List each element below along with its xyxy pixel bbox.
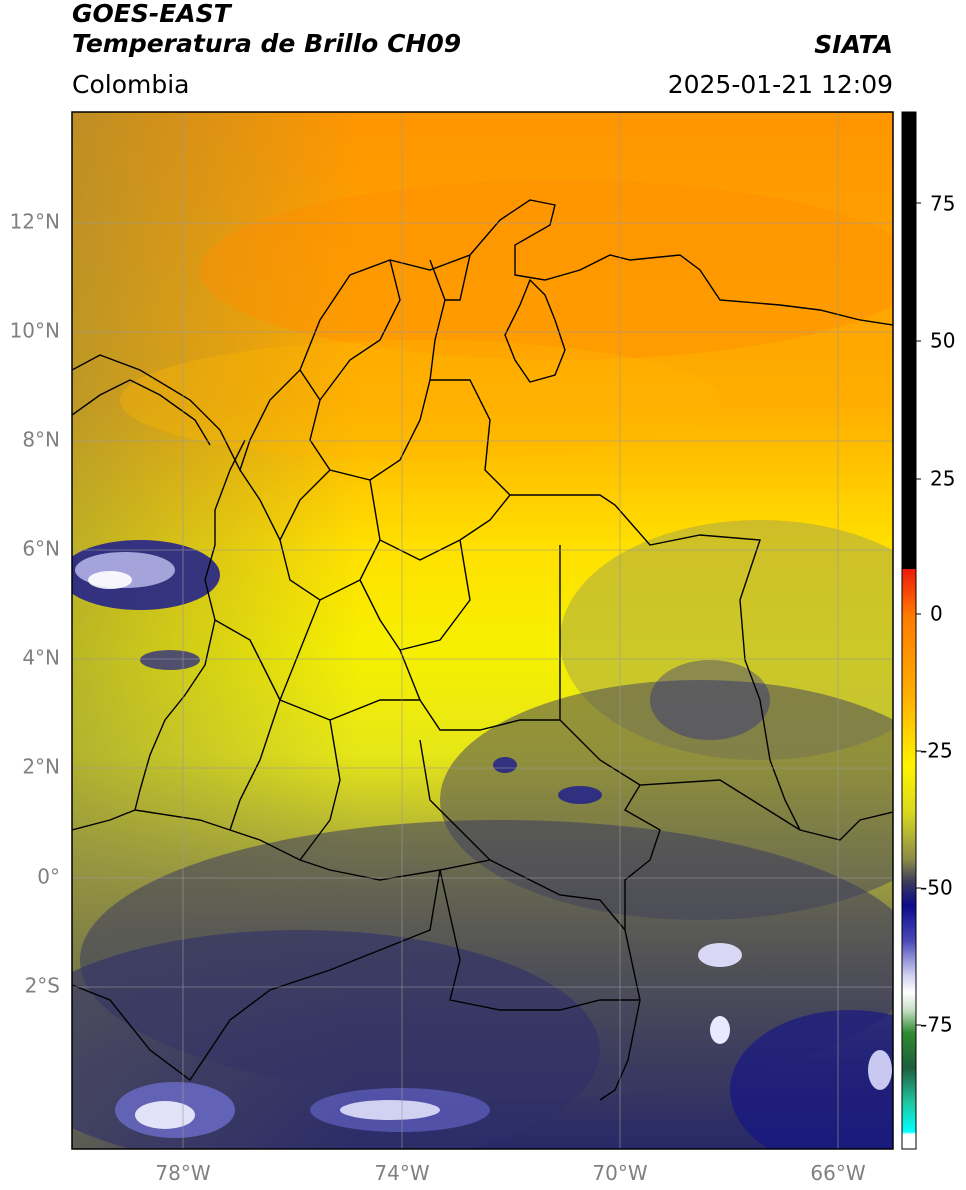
timestamp-label: 2025-01-21 12:09 <box>667 70 893 99</box>
colorbar-tick-minus50: -50 <box>920 876 953 900</box>
lon-label-74w: 74°W <box>374 1161 429 1185</box>
colorbar-tick-0: 0 <box>930 602 943 626</box>
colorbar-black-segment <box>902 112 916 569</box>
source-label: SIATA <box>814 30 893 59</box>
lat-label-8n: 8°N <box>22 428 60 452</box>
lat-label-6n: 6°N <box>22 537 60 561</box>
colorbar-tick-75: 75 <box>930 192 955 216</box>
lat-label-2s: 2°S <box>25 974 60 998</box>
colorbar-gradient <box>902 569 916 1149</box>
region-label: Colombia <box>72 70 190 99</box>
political-boundaries <box>72 199 893 1101</box>
lat-label-0: 0° <box>37 865 60 889</box>
lat-label-10n: 10°N <box>10 319 60 343</box>
lat-label-4n: 4°N <box>22 646 60 670</box>
brightness-temperature-raster <box>72 112 893 1149</box>
title-satellite: GOES-EAST <box>72 0 231 28</box>
colorbar-tick-25: 25 <box>930 467 955 491</box>
lon-label-66w: 66°W <box>810 1161 865 1185</box>
colorbar-tick-minus75: -75 <box>920 1013 953 1037</box>
map-frame <box>71 111 894 1150</box>
colorbar-frame <box>901 111 917 1150</box>
lat-label-2n: 2°N <box>22 755 60 779</box>
lat-label-12n: 12°N <box>10 210 60 234</box>
colorbar-tick-50: 50 <box>930 329 955 353</box>
lon-label-70w: 70°W <box>592 1161 647 1185</box>
title-product: Temperatura de Brillo CH09 <box>72 29 462 58</box>
lon-label-78w: 78°W <box>155 1161 210 1185</box>
colorbar-tick-minus25: -25 <box>920 739 953 763</box>
colorbar: 75 50 25 0 -25 -50 -75 <box>901 111 955 1150</box>
gridlines <box>72 112 893 1149</box>
